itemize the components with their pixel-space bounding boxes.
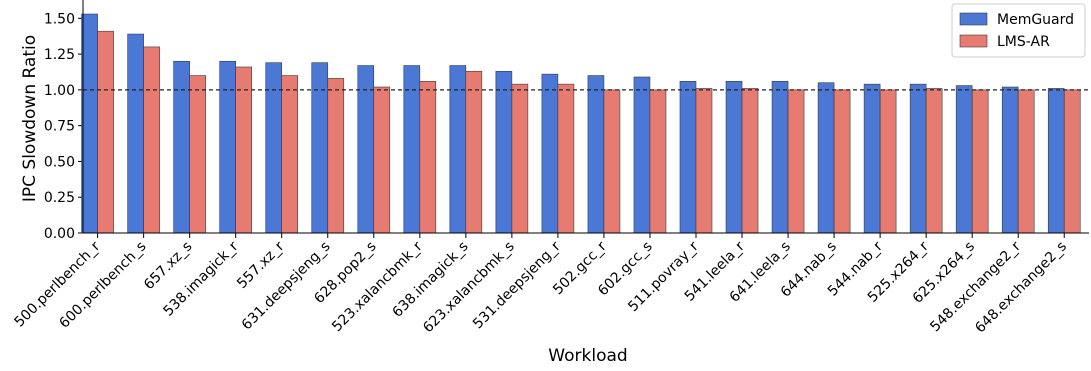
bar-lms-ar [189, 75, 206, 234]
bar-memguard [495, 70, 513, 234]
bar-lms-ar [327, 78, 345, 234]
bar-memguard [1001, 86, 1019, 234]
legend-label: LMS-AR [997, 34, 1050, 50]
x-tick-label: 531.deepsjeng_r [470, 238, 564, 332]
y-tick-label: 0.75 [44, 119, 75, 135]
bar-memguard [771, 80, 789, 234]
y-tick-label: 0.00 [44, 226, 75, 242]
bar-lms-ar [97, 30, 114, 234]
bar-memguard [955, 85, 973, 234]
bar-memguard [863, 83, 881, 234]
y-tick-label: 1.25 [44, 47, 75, 63]
bar-memguard [541, 73, 559, 234]
bar-lms-ar [235, 66, 252, 234]
plot-area: 0.00 0.25 0.50 0.75 1.00 1.25 1.50 500.perlbenc… [11, 0, 1089, 336]
bar-lms-ar [511, 83, 529, 234]
bar-lms-ar [465, 70, 483, 234]
bar-memguard [311, 62, 329, 234]
bar-memguard [909, 83, 927, 234]
legend-label: MemGuard [997, 12, 1074, 28]
bar-lms-ar [925, 88, 943, 234]
bar-memguard [1047, 88, 1065, 234]
bar-lms-ar [373, 86, 391, 234]
bar-memguard [357, 65, 375, 234]
bar-lms-ar [879, 89, 897, 234]
bar-memguard [587, 75, 605, 234]
bar-memguard [679, 80, 697, 234]
legend-swatch [959, 12, 988, 26]
bar-lms-ar [281, 75, 299, 234]
bar-memguard [817, 82, 835, 234]
bar-memguard [449, 65, 467, 234]
bar-lms-ar [649, 89, 667, 234]
bar-lms-ar [833, 89, 851, 234]
bar-memguard [403, 65, 421, 234]
x-tick-label: 648.exchange2_s [972, 239, 1070, 337]
y-tick-label: 1.00 [44, 83, 75, 99]
bar-lms-ar [1017, 89, 1035, 234]
x-tick-label: 500.perlbench_r [11, 238, 103, 330]
y-tick-label: 0.25 [44, 190, 75, 206]
bar-lms-ar [419, 80, 437, 234]
x-tick-label: 600.perlbench_s [56, 239, 149, 332]
bar-memguard [127, 33, 144, 234]
bar-lms-ar [557, 83, 575, 234]
legend: MemGuard LMS-AR [951, 3, 1086, 58]
bar-memguard [633, 76, 651, 234]
bar-lms-ar [695, 88, 713, 234]
bar-memguard [265, 62, 283, 234]
bar-lms-ar [603, 89, 621, 234]
x-tick-label: 631.deepsjeng_s [239, 239, 334, 334]
bar-memguard [173, 60, 190, 234]
y-tick-label: 0.50 [44, 154, 75, 170]
bar-lms-ar [971, 89, 989, 234]
legend-swatch [959, 34, 988, 48]
bar-lms-ar [143, 46, 160, 234]
bar-memguard [219, 60, 236, 234]
bar-lms-ar [787, 89, 805, 234]
bar-memguard [725, 80, 743, 234]
x-axis-label: Workload [548, 346, 627, 366]
y-tick-label: 1.50 [44, 11, 75, 27]
bar-lms-ar [1063, 89, 1081, 234]
y-axis-label: IPC Slowdown Ratio [20, 35, 40, 202]
bar-memguard [81, 13, 98, 234]
bar-lms-ar [741, 88, 759, 234]
